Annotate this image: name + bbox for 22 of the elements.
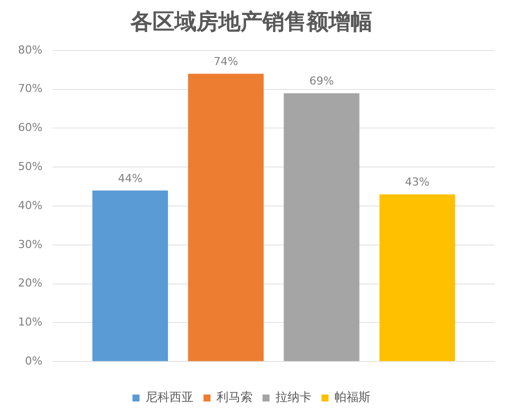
data-label: 43% (405, 176, 430, 189)
legend-label: 利马索 (216, 390, 252, 404)
y-tick-label: 0% (24, 354, 42, 368)
bar (284, 93, 360, 362)
y-tick-label: 20% (18, 276, 42, 290)
bar (379, 194, 456, 362)
y-tick-label: 60% (18, 121, 42, 134)
legend-label: 拉纳卡 (276, 390, 312, 404)
data-label: 74% (214, 55, 238, 68)
data-label: 44% (118, 172, 142, 185)
bar (92, 190, 168, 362)
y-tick-label: 30% (18, 238, 42, 251)
y-tick-label: 40% (18, 198, 42, 212)
y-tick-label: 50% (18, 160, 42, 173)
data-label: 69% (309, 74, 334, 88)
bar (188, 74, 264, 362)
chart-title: 各区域房地产销售额增幅 (130, 8, 372, 34)
legend-label: 尼科西亚 (146, 390, 194, 404)
y-tick-label: 70% (18, 82, 42, 96)
legend-label: 帕福斯 (334, 390, 370, 404)
y-tick-label: 80% (18, 43, 42, 56)
y-tick-label: 10% (18, 316, 42, 329)
